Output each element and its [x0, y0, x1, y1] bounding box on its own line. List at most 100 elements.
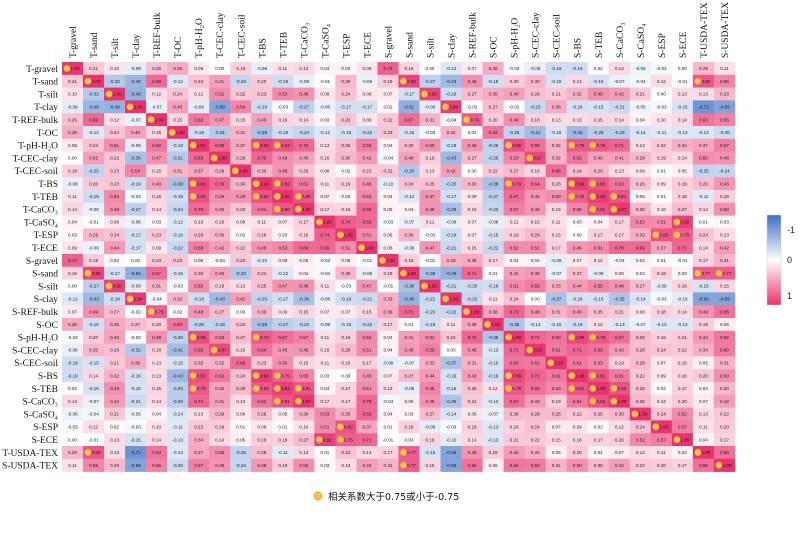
heatmap-cell — [377, 330, 399, 344]
cell-value-label: 0.29 — [699, 66, 708, 71]
heatmap-cell — [335, 138, 357, 152]
cell-value-label: -0.21 — [130, 399, 141, 404]
heatmap-cell — [377, 190, 399, 204]
heatmap-cell — [230, 190, 252, 204]
cell-value-label: -0.59 — [719, 297, 730, 302]
cell-value-label: 0.45 — [531, 271, 540, 276]
cell-value-label: 0.06 — [720, 322, 729, 327]
heatmap-cell — [230, 202, 252, 216]
heatmap-cell — [209, 113, 231, 127]
cell-value-label: -0.43 — [446, 156, 457, 161]
heatmap-cell — [104, 254, 126, 268]
heatmap-cell — [608, 126, 631, 140]
cell-value-label: -0.02 — [509, 105, 520, 110]
cell-value-label: 0.15 — [552, 207, 561, 212]
heatmap-cell — [188, 62, 210, 76]
strong-correlation-marker — [336, 436, 344, 444]
heatmap-cell — [503, 228, 525, 242]
strong-correlation-marker — [189, 180, 197, 188]
heatmap-cell — [566, 74, 589, 88]
cell-value-label: 0.04 — [383, 143, 392, 148]
cell-value-label: 0.11 — [447, 322, 456, 327]
cell-value-label: 0.93 — [281, 386, 290, 391]
cell-value-label: 0.31 — [720, 258, 729, 263]
cell-value-label: -0.01 — [677, 258, 688, 263]
cell-value-label: 1.00 — [302, 207, 311, 212]
heatmap-cell — [629, 266, 652, 280]
cell-value-label: -0.07 — [614, 79, 625, 84]
cell-value-label: 0.90 — [407, 79, 416, 84]
heatmap-cell — [545, 74, 568, 88]
cell-value-label: 0.78 — [197, 386, 206, 391]
cell-value-label: 1.00 — [533, 348, 542, 353]
cell-value-label: 0.31 — [426, 117, 435, 122]
heatmap-cell — [125, 369, 147, 383]
row-label: S-ECE — [32, 436, 59, 446]
cell-value-label: -0.07 — [151, 105, 162, 110]
heatmap-cell — [83, 305, 105, 319]
cell-value-label: 0.15 — [236, 117, 245, 122]
cell-value-label: 0.67 — [405, 117, 414, 122]
heatmap-cell — [230, 279, 252, 293]
heatmap-cell — [209, 407, 231, 421]
heatmap-cell — [671, 369, 694, 383]
cell-value-label: 0.55 — [573, 207, 582, 212]
heatmap-cell — [125, 318, 147, 332]
cell-value-label: 1.00 — [134, 105, 143, 110]
cell-value-label: 0.04 — [636, 258, 645, 263]
heatmap-cell — [566, 215, 589, 229]
cell-value-label: 0.36 — [489, 66, 498, 71]
heatmap-cell — [230, 100, 252, 114]
heatmap-cell — [566, 151, 589, 165]
row-label: S-TEB — [32, 385, 58, 395]
cell-value-label: 0.03 — [320, 463, 329, 468]
cell-value-label: 0.07 — [68, 309, 77, 314]
heatmap-cell — [713, 279, 736, 293]
cell-value-label: 0.87 — [218, 348, 227, 353]
cell-value-label: 0.81 — [281, 399, 290, 404]
cell-value-label: -0.49 — [404, 297, 415, 302]
heatmap-cell — [713, 305, 736, 319]
heatmap-cell — [335, 190, 357, 204]
cell-value-label: 0.02 — [657, 386, 666, 391]
cell-value-label: 0.48 — [236, 194, 245, 199]
heatmap-cell — [251, 394, 273, 408]
cell-value-label: -0.23 — [488, 207, 499, 212]
cell-value-label: 0.17 — [615, 220, 624, 225]
cell-value-label: 0.14 — [68, 399, 77, 404]
heatmap-cell — [314, 394, 336, 408]
cell-value-label: 0.61 — [299, 181, 308, 186]
row-label: S-sand — [32, 270, 58, 280]
heatmap-cell — [461, 241, 483, 255]
heatmap-cell — [650, 266, 673, 280]
cell-value-label: -0.11 — [173, 425, 184, 430]
heatmap-cell — [482, 433, 504, 447]
cell-value-label: 0.67 — [510, 399, 519, 404]
heatmap-cell — [104, 420, 126, 434]
heatmap-cell — [356, 420, 378, 434]
heatmap-cell — [167, 305, 189, 319]
cell-value-label: 0.42 — [615, 92, 624, 97]
heatmap-cell — [545, 292, 568, 306]
heatmap-cell — [62, 228, 84, 242]
cell-value-label: 0.06 — [194, 258, 203, 263]
strong-correlation-marker — [568, 333, 576, 341]
row-label: T-CEC-clay — [12, 154, 58, 164]
cell-value-label: 0.66 — [699, 463, 708, 468]
heatmap-cell — [377, 228, 399, 242]
heatmap-cell — [419, 254, 441, 268]
cell-value-label: 0.21 — [110, 361, 119, 366]
heatmap-cell — [692, 305, 715, 319]
heatmap-cell — [314, 292, 336, 306]
heatmap-cell — [671, 279, 694, 293]
heatmap-cell — [377, 458, 399, 472]
heatmap-cell — [314, 100, 336, 114]
heatmap-cell — [335, 62, 357, 76]
heatmap-cell — [356, 74, 378, 88]
cell-value-label: 0.25 — [68, 117, 77, 122]
heatmap-cell — [587, 292, 610, 306]
cell-value-label: 0.13 — [236, 399, 245, 404]
heatmap-cell — [629, 330, 652, 344]
heatmap-cell — [419, 113, 441, 127]
row-label: S-pH-H₂O — [18, 334, 58, 344]
